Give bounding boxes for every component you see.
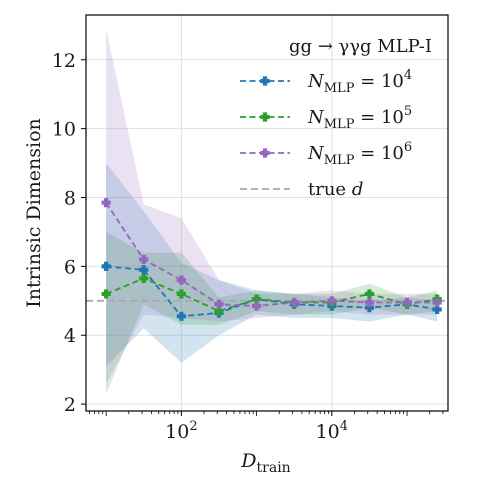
x-tick-label: 102 bbox=[165, 419, 197, 443]
legend-title: gg → γγg MLP-I bbox=[289, 36, 432, 57]
x-tick-label: 104 bbox=[316, 419, 348, 443]
grid bbox=[86, 15, 448, 411]
legend-label-true-d: true d bbox=[308, 179, 363, 200]
legend-label-series-3: NMLP = 106 bbox=[307, 140, 412, 168]
y-tick-label: 10 bbox=[52, 119, 76, 141]
data-point bbox=[289, 297, 299, 308]
legend-label-series-1: NMLP = 104 bbox=[307, 68, 412, 96]
y-axis-ticks: 2 4 6 8 10 12 bbox=[52, 50, 86, 416]
series-line-2 bbox=[105, 277, 438, 313]
plot-frame bbox=[85, 14, 449, 412]
data-point bbox=[402, 297, 412, 308]
data-point bbox=[139, 273, 149, 284]
data-point bbox=[176, 275, 186, 285]
data-point bbox=[101, 261, 111, 271]
legend-marker-series-1 bbox=[260, 76, 270, 86]
error-band-series-3 bbox=[106, 28, 438, 384]
y-tick-label: 12 bbox=[52, 50, 76, 72]
data-point bbox=[214, 299, 224, 309]
series-lines bbox=[101, 198, 442, 321]
y-tick-label: 8 bbox=[64, 188, 76, 210]
data-point bbox=[252, 301, 262, 311]
legend-label-series-2: NMLP = 105 bbox=[307, 104, 412, 132]
data-point bbox=[139, 254, 149, 265]
legend-marker-series-2 bbox=[260, 112, 270, 122]
data-point bbox=[176, 311, 186, 321]
x-axis-label: Dtrain bbox=[240, 450, 290, 476]
data-point bbox=[327, 296, 337, 306]
legend-marker-series-3 bbox=[260, 148, 270, 158]
x-axis-ticks: 102 104 bbox=[89, 411, 444, 443]
y-tick-label: 4 bbox=[64, 325, 76, 347]
series-3 bbox=[101, 198, 442, 311]
data-point bbox=[432, 304, 442, 315]
data-point bbox=[176, 289, 186, 299]
data-point bbox=[101, 289, 111, 299]
y-tick-label: 2 bbox=[64, 394, 76, 416]
legend: gg → γγg MLP-I NMLP = 104 NMLP = 105 NMLP =… bbox=[240, 36, 432, 200]
data-point bbox=[432, 297, 442, 308]
error-band-series-2 bbox=[106, 231, 438, 394]
series-line-3 bbox=[105, 202, 438, 307]
data-point bbox=[214, 306, 224, 316]
data-point bbox=[101, 198, 111, 208]
data-point bbox=[364, 297, 375, 308]
y-tick-label: 6 bbox=[64, 256, 76, 278]
y-axis-label: Intrinsic Dimension bbox=[23, 118, 45, 308]
